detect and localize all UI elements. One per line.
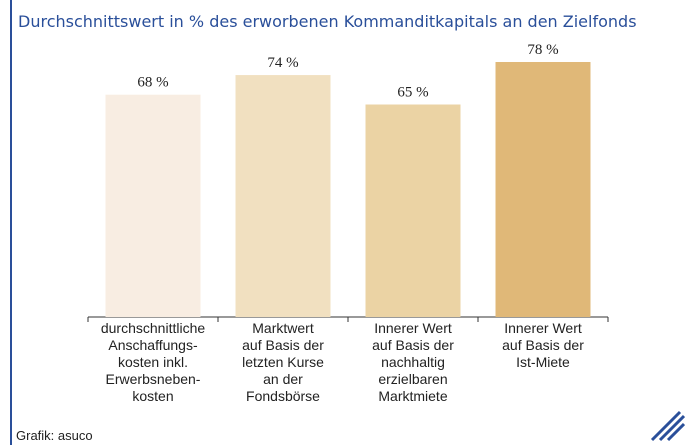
- value-label: 78 %: [527, 42, 558, 58]
- value-label: 74 %: [267, 55, 298, 71]
- x-tick-label: Innerer Wert auf Basis der nachhaltig er…: [372, 320, 454, 404]
- bar: [105, 94, 201, 317]
- x-tick-label: durchschnittliche Anschaffungs- kosten i…: [100, 320, 206, 404]
- source: Grafik: asuco: [16, 428, 93, 443]
- x-tick-label: Marktwert auf Basis der letzten Kurse an…: [242, 320, 324, 404]
- x-tick-label: Innerer Wert auf Basis der Ist-Miete: [502, 320, 584, 370]
- bar: [365, 104, 461, 317]
- bar: [235, 75, 331, 317]
- bar: [495, 62, 591, 317]
- logo: [650, 410, 685, 442]
- value-label: 68 %: [137, 75, 168, 91]
- value-label: 65 %: [397, 85, 428, 101]
- chart-title: Durchschnittswert in % des erworbenen Ko…: [18, 12, 637, 31]
